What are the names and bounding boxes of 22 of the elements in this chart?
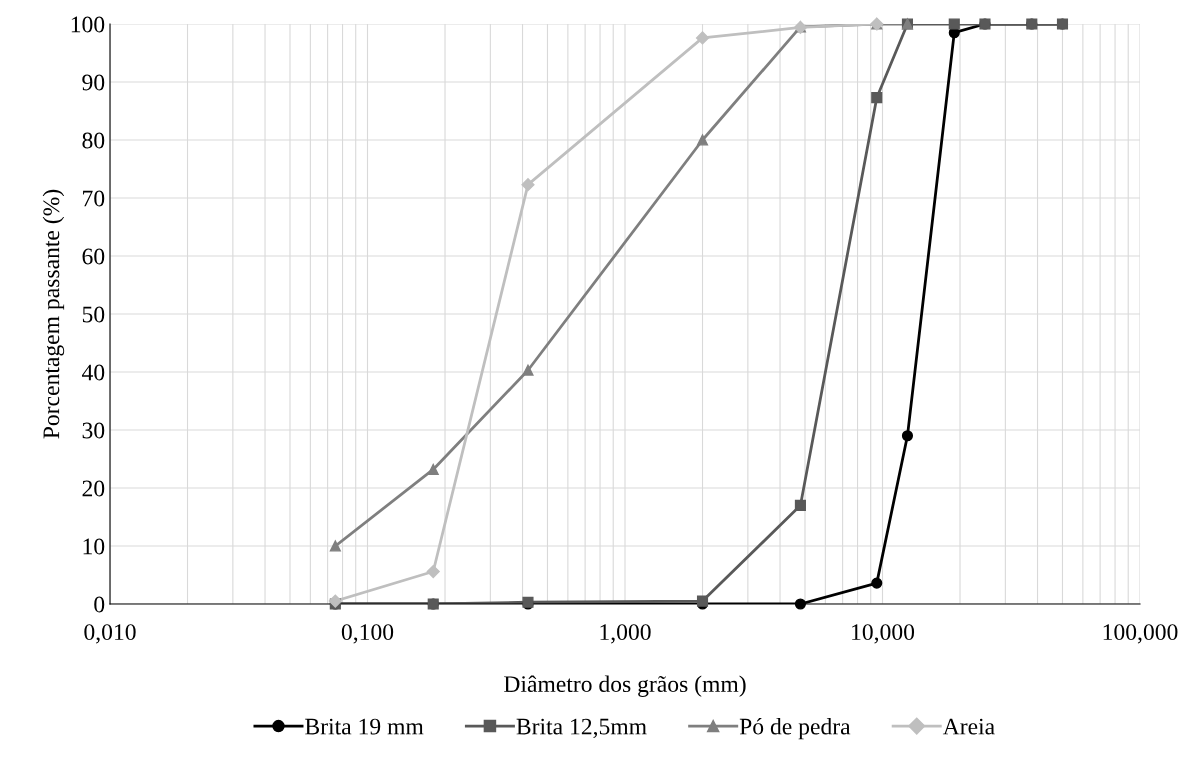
x-tick-label: 0,010: [84, 624, 136, 644]
y-tick-label: 0: [94, 596, 105, 613]
legend-label: Pó de pedra: [739, 717, 851, 740]
legend-label: Areia: [942, 718, 995, 735]
y-tick-label: 100: [71, 16, 105, 33]
y-tick-label: 90: [82, 74, 105, 91]
x-tick-label: 0,100: [341, 624, 394, 644]
y-tick-label: 70: [83, 190, 105, 207]
y-tick-label: 50: [82, 306, 105, 323]
legend-label: Brita 19 mm: [305, 718, 424, 735]
legend-label: Brita 12,5mm: [516, 718, 647, 738]
y-tick-label: 10: [83, 538, 105, 555]
y-tick-label: 30: [82, 422, 105, 439]
y-tick-label: 40: [81, 364, 105, 381]
x-tick-label: 10,000: [852, 624, 915, 644]
x-axis-title: Diâmetro dos grãos (mm): [504, 675, 746, 697]
x-tick-label: 1,000: [600, 624, 651, 644]
y-axis-title: Porcentagem passante (%): [42, 189, 65, 439]
y-tick-label: 20: [82, 480, 105, 497]
y-tick-label: 80: [82, 132, 105, 149]
y-tick-label: 60: [82, 248, 105, 265]
x-tick-label: 100,000: [1103, 624, 1178, 644]
